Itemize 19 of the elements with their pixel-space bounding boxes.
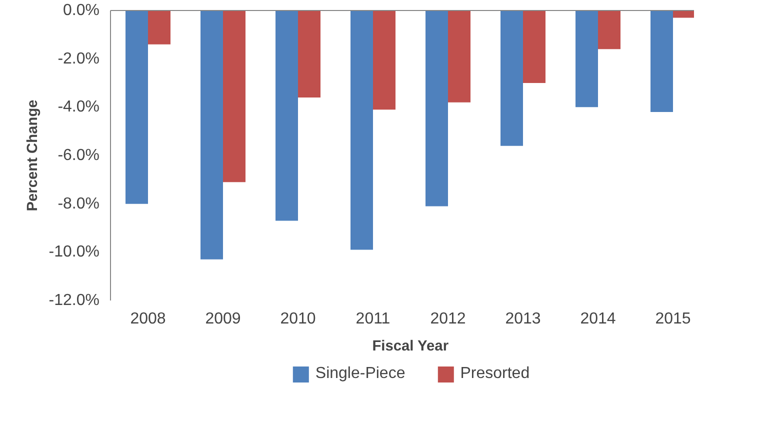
x-axis-title: Fiscal Year	[372, 338, 449, 354]
x-tick-label: 2009	[205, 310, 241, 328]
y-tick-label: -8.0%	[58, 195, 100, 212]
y-tick-label: -2.0%	[58, 50, 100, 68]
x-tick-label: 2013	[505, 310, 541, 328]
y-tick-label: -4.0%	[58, 98, 100, 116]
y-axis-title: Percent Change	[24, 100, 41, 212]
x-tick-label: 2008	[130, 310, 166, 328]
y-tick-label: 0.0%	[63, 2, 100, 19]
legend-label: Single-Piece	[315, 365, 406, 383]
x-tick-label: 2012	[430, 310, 466, 328]
y-tick-label: -6.0%	[58, 147, 100, 164]
y-tick-label: -10.0%	[48, 244, 100, 261]
x-tick-label: 2015	[655, 310, 691, 328]
x-tick-label: 2010	[280, 310, 316, 328]
x-tick-label: 2011	[356, 310, 390, 328]
legend-label: Presorted	[460, 365, 530, 383]
x-tick-label: 2014	[580, 310, 616, 328]
y-tick-label: -12.0%	[48, 292, 100, 309]
